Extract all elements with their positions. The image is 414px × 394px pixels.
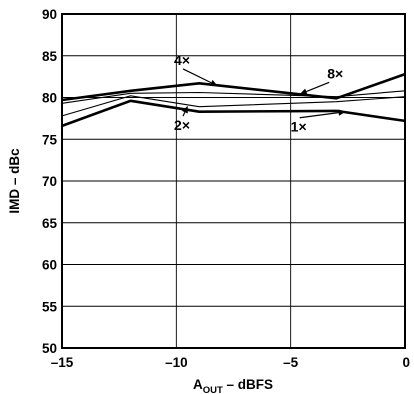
series-line-0 bbox=[61, 99, 406, 128]
annotations-group: 4× 8× 2× 1× bbox=[174, 52, 346, 135]
annotation-label: 8× bbox=[327, 65, 343, 81]
y-tick-label: 70 bbox=[42, 174, 57, 189]
annotation-leader bbox=[299, 112, 339, 119]
annotation-arrowhead bbox=[299, 88, 308, 95]
series-line-3 bbox=[61, 90, 406, 104]
y-tick-label: 85 bbox=[42, 49, 58, 64]
y-tick-label: 90 bbox=[42, 7, 57, 22]
annotation-label: 1× bbox=[291, 119, 307, 135]
y-tick-label: 75 bbox=[42, 132, 58, 147]
annotation-arrowhead bbox=[338, 109, 346, 116]
series-line-2 bbox=[61, 72, 406, 102]
annotation-leader bbox=[182, 68, 212, 84]
x-axis-title: AOUT – dBFS bbox=[193, 377, 273, 394]
annotation-label: 4× bbox=[174, 52, 190, 68]
annotation-arrowhead bbox=[209, 79, 218, 86]
y-tick-label: 55 bbox=[42, 299, 58, 314]
annotation-label: 2× bbox=[174, 117, 190, 133]
x-axis-title-sub: OUT bbox=[203, 385, 223, 394]
annotation-arrowhead bbox=[181, 105, 188, 114]
y-tick-label: 50 bbox=[42, 341, 57, 356]
y-tick-label: 65 bbox=[42, 216, 58, 231]
x-tick-label: –5 bbox=[283, 355, 299, 370]
y-tick-label: 80 bbox=[42, 91, 57, 106]
series-group bbox=[61, 72, 406, 128]
x-axis-title-main: A bbox=[193, 377, 203, 392]
y-tick-label: 60 bbox=[42, 258, 57, 273]
x-tick-label: 0 bbox=[402, 355, 410, 370]
x-tick-labels: –15 –10 –5 0 bbox=[51, 355, 410, 370]
annotation-leader bbox=[306, 81, 330, 93]
series-line-1 bbox=[61, 95, 406, 117]
x-axis-title-rest: – dBFS bbox=[223, 377, 273, 392]
y-axis-title: IMD – dBc bbox=[7, 148, 22, 214]
y-tick-labels: 50 55 60 65 70 75 80 85 90 bbox=[42, 7, 58, 356]
plot-frame bbox=[61, 13, 406, 349]
grid bbox=[62, 14, 405, 348]
annotation-leader bbox=[182, 111, 186, 117]
x-tick-label: –10 bbox=[165, 355, 188, 370]
x-tick-label: –15 bbox=[51, 355, 74, 370]
